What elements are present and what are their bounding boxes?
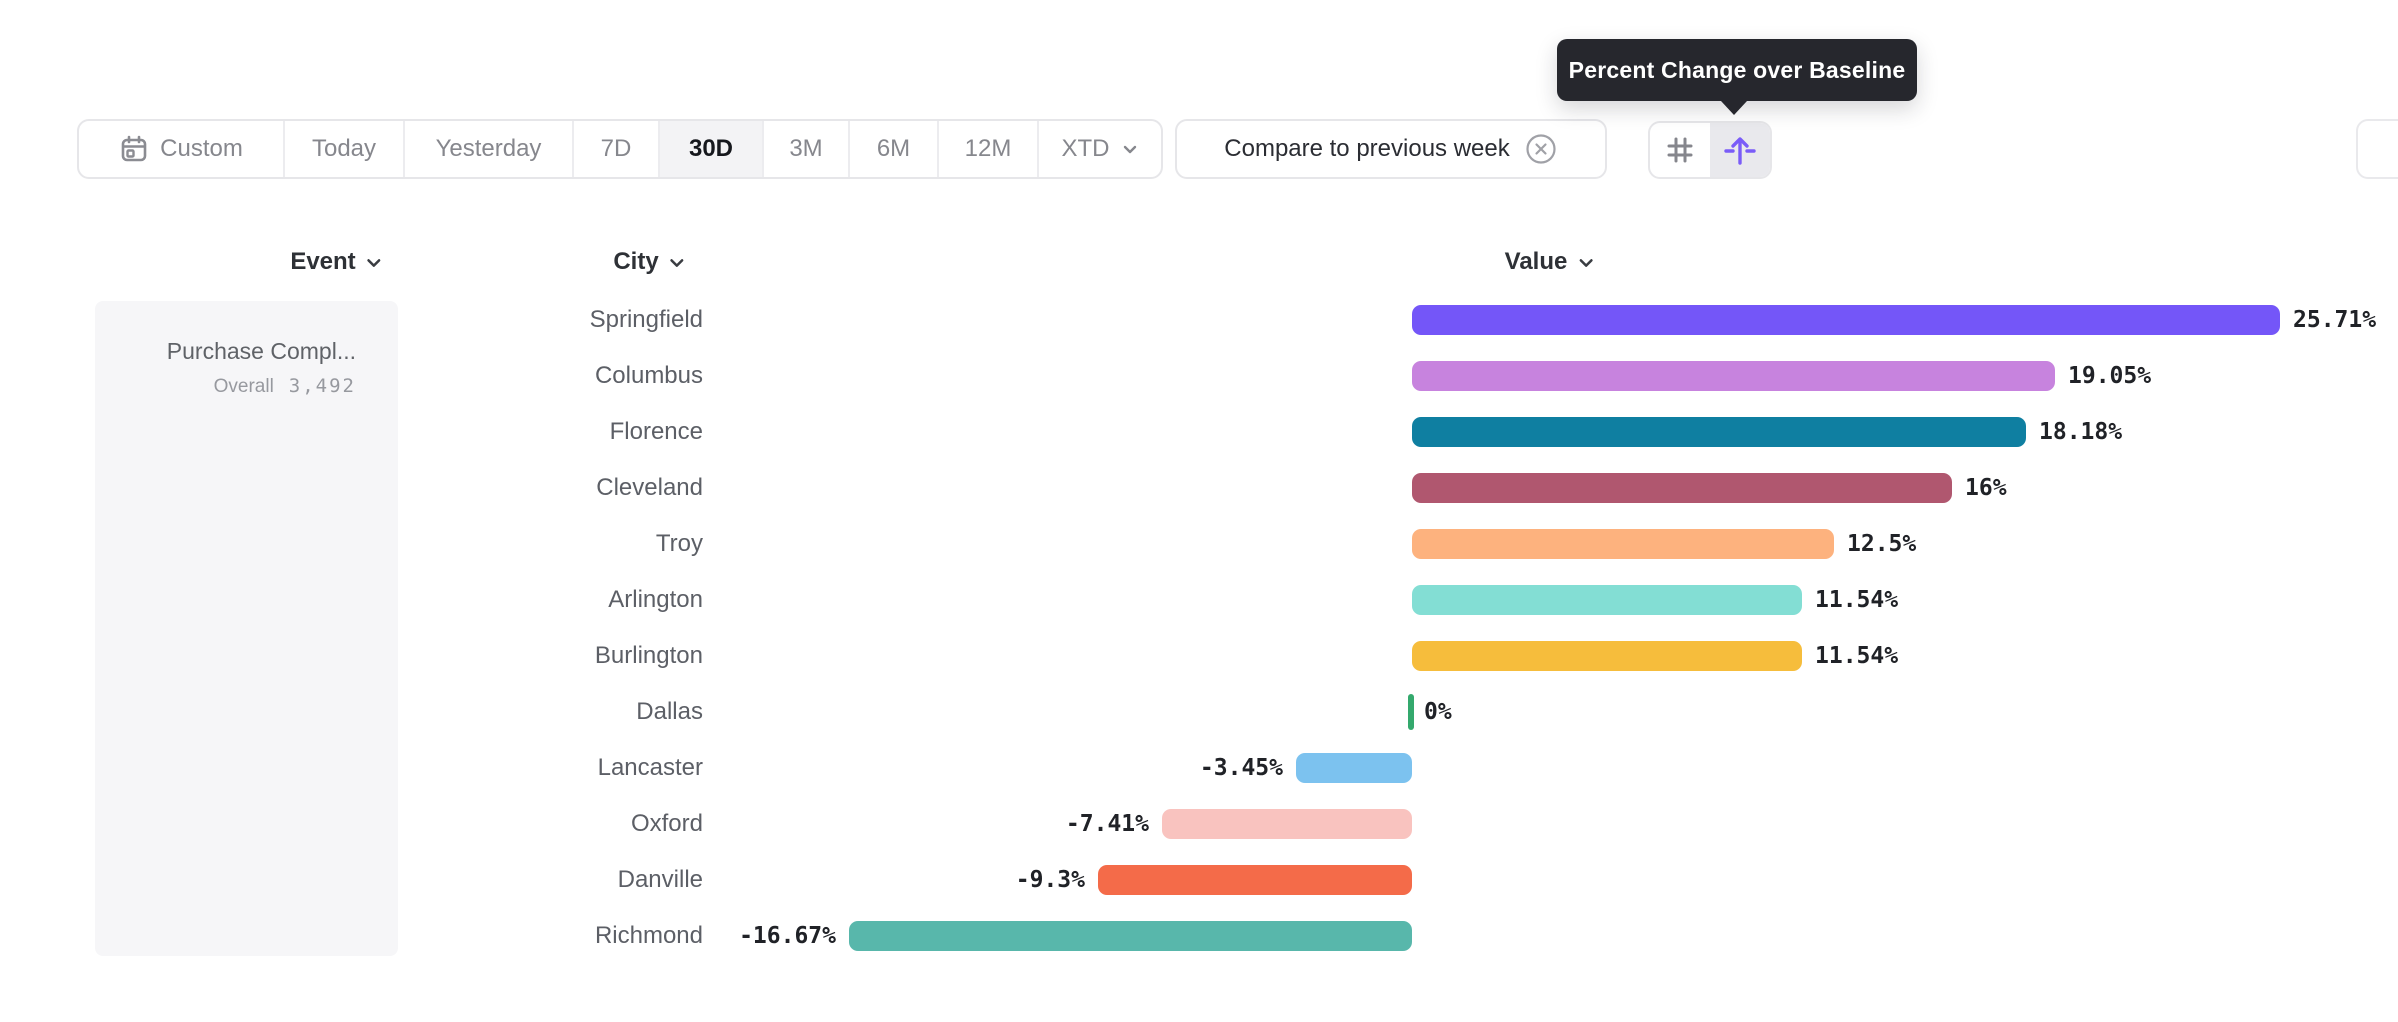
overall-label: Overall — [213, 376, 274, 397]
bar-value-label: -9.3% — [1015, 867, 1085, 893]
city-label: Burlington — [594, 642, 703, 669]
date-range-label: Custom — [160, 135, 243, 162]
chevron-down-icon — [367, 258, 381, 267]
bar[interactable] — [849, 921, 1412, 951]
column-header-label: Value — [1504, 248, 1568, 275]
bar-value-label: 11.54% — [1815, 587, 1899, 613]
date-range-12m-button[interactable]: 12M — [939, 121, 1039, 177]
date-range-6m-button[interactable]: 6M — [850, 121, 939, 177]
date-range-label: 7D — [600, 135, 632, 162]
event-cell: Purchase Compl... Overall 3,492 — [95, 301, 398, 956]
bar[interactable] — [1296, 753, 1412, 783]
view-mode-numbers-button[interactable] — [1650, 123, 1710, 177]
overall-value: 3,492 — [288, 375, 356, 397]
city-label: Arlington — [608, 586, 703, 613]
date-range-label: 6M — [876, 135, 911, 162]
date-range-label: 3M — [789, 135, 823, 162]
bar-value-label: -7.41% — [1065, 811, 1149, 837]
baseline-arrow-icon — [1724, 137, 1756, 165]
city-label: Danville — [617, 866, 703, 893]
value-display-mode-toggle — [1648, 121, 1772, 179]
column-header-city[interactable]: City — [613, 246, 686, 278]
bar-value-label: 11.54% — [1815, 643, 1899, 669]
calendar-icon — [121, 135, 147, 162]
column-header-value[interactable]: Value — [1505, 246, 1596, 278]
event-overall: Overall 3,492 — [214, 375, 356, 398]
date-range-picker: Custom Today Yesterday 7D 30D 3M 6M 12M … — [77, 119, 1163, 179]
city-label: Columbus — [594, 362, 703, 389]
hash-icon — [1667, 137, 1693, 163]
zero-baseline-marker[interactable] — [1408, 694, 1414, 730]
clipped-toolbar-button[interactable] — [2356, 119, 2398, 179]
city-label: Springfield — [589, 306, 703, 333]
date-range-xtd-dropdown[interactable]: XTD — [1039, 121, 1161, 177]
date-range-yesterday-button[interactable]: Yesterday — [405, 121, 574, 177]
date-range-today-button[interactable]: Today — [285, 121, 405, 177]
city-label: Dallas — [636, 698, 703, 725]
city-label: Cleveland — [596, 474, 703, 501]
bar[interactable] — [1412, 529, 1834, 559]
chevron-down-icon — [1123, 145, 1136, 154]
chevron-down-icon — [670, 258, 684, 267]
view-mode-percent-baseline-button[interactable] — [1710, 123, 1770, 177]
remove-compare-icon[interactable] — [1524, 132, 1558, 166]
bar[interactable] — [1412, 641, 1802, 671]
bar-value-label: 18.18% — [2039, 419, 2123, 445]
bar-value-label: 0% — [1424, 699, 1452, 725]
bar[interactable] — [1162, 809, 1412, 839]
date-range-label: Yesterday — [435, 135, 542, 162]
bar[interactable] — [1412, 417, 2026, 447]
city-label: Lancaster — [597, 754, 703, 781]
bar[interactable] — [1412, 361, 2055, 391]
column-header-event[interactable]: Event — [290, 246, 383, 278]
bar[interactable] — [1412, 473, 1952, 503]
bar-value-label: -3.45% — [1199, 755, 1283, 781]
bar-value-label: 25.71% — [2293, 307, 2377, 333]
city-label: Oxford — [630, 810, 703, 837]
compare-filter-label: Compare to previous week — [1224, 135, 1510, 162]
date-range-30d-button[interactable]: 30D — [660, 121, 764, 177]
bar-value-label: -16.67% — [739, 923, 836, 949]
bar[interactable] — [1098, 865, 1412, 895]
city-label: Richmond — [594, 922, 703, 949]
column-header-label: City — [613, 248, 659, 275]
date-range-label: 12M — [964, 135, 1012, 162]
city-label: Florence — [609, 418, 703, 445]
column-header-label: Event — [290, 248, 356, 275]
bar-value-label: 12.5% — [1847, 531, 1917, 557]
event-name: Purchase Compl... — [166, 338, 356, 364]
tooltip-percent-change-over-baseline: Percent Change over Baseline — [1557, 39, 1917, 115]
compare-filter-pill[interactable]: Compare to previous week — [1175, 119, 1607, 179]
bar[interactable] — [1412, 585, 1802, 615]
bar-value-label: 16% — [1965, 475, 2007, 501]
date-range-label: XTD — [1061, 135, 1110, 162]
chevron-down-icon — [1579, 258, 1593, 267]
bar[interactable] — [1412, 305, 2280, 335]
date-range-label: Today — [311, 135, 377, 162]
bar-value-label: 19.05% — [2068, 363, 2152, 389]
date-range-label: 30D — [688, 135, 734, 162]
tooltip-text: Percent Change over Baseline — [1568, 56, 1906, 83]
date-range-custom-button[interactable]: Custom — [79, 121, 285, 177]
date-range-7d-button[interactable]: 7D — [574, 121, 660, 177]
city-label: Troy — [655, 530, 703, 557]
date-range-3m-button[interactable]: 3M — [764, 121, 850, 177]
